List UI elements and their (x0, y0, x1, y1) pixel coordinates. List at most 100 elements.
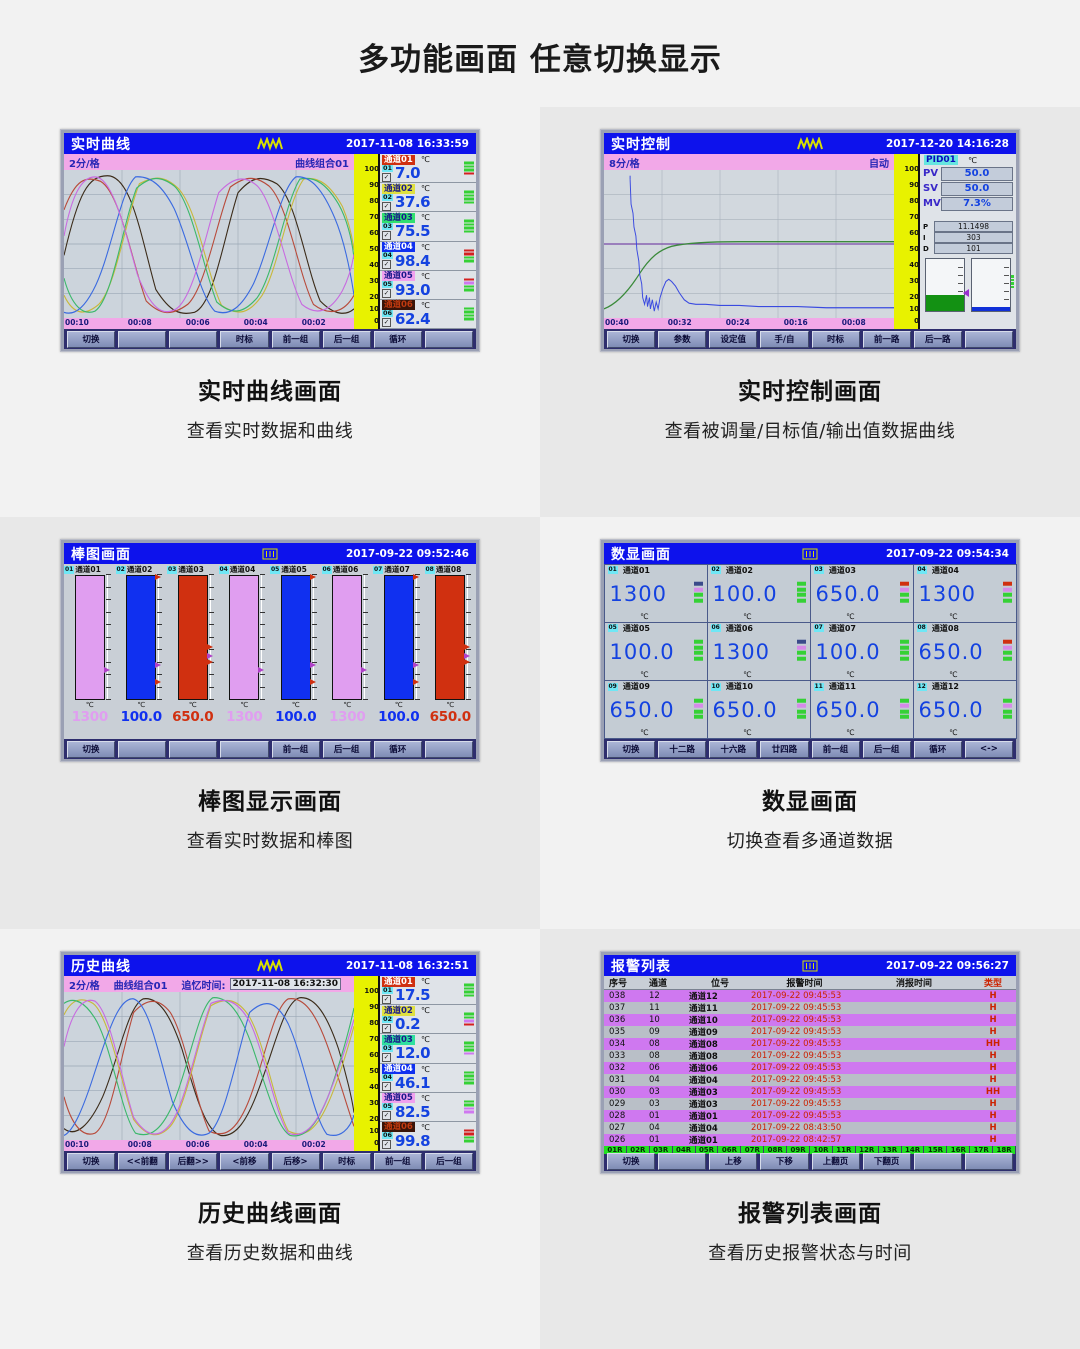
table-row[interactable]: 036 10 通道10 2017-09-22 09:45:53 H (604, 1014, 1016, 1026)
toolbar-button-后翻>>[interactable]: 后翻>> (169, 1152, 218, 1170)
channel-checkbox[interactable]: ✓ (382, 172, 391, 182)
relay-tag[interactable]: 11R (832, 1146, 856, 1154)
channel-checkbox[interactable]: ✓ (382, 1082, 391, 1092)
bar-column[interactable]: ℃ 1300 (219, 574, 271, 737)
bar-column[interactable]: ℃ 1300 (322, 574, 374, 737)
toolbar-button-前一组[interactable]: 前一组 (373, 1152, 422, 1170)
pid-value[interactable]: 7.3% (941, 196, 1013, 211)
table-row[interactable]: 030 03 通道03 2017-09-22 09:45:53 HH (604, 1086, 1016, 1098)
channel-checkbox[interactable]: ✓ (382, 260, 391, 270)
relay-tag[interactable]: 03R (649, 1146, 673, 1154)
toolbar-button-后移>[interactable]: 后移> (271, 1152, 320, 1170)
table-row[interactable]: 028 01 通道01 2017-09-22 09:45:53 H (604, 1110, 1016, 1122)
toolbar-button-切换[interactable]: 切换 (607, 1152, 656, 1170)
toolbar-button-切换[interactable]: 切换 (607, 740, 656, 758)
table-row[interactable]: 031 04 通道04 2017-09-22 09:45:53 H (604, 1074, 1016, 1086)
toolbar-button-后一组[interactable]: 后一组 (862, 740, 911, 758)
toolbar-button-后一组[interactable]: 后一组 (424, 1152, 473, 1170)
toolbar-button-<前移[interactable]: <前移 (220, 1152, 269, 1170)
control-plot[interactable] (604, 170, 894, 318)
digital-cell[interactable]: 03 通道03 650.0 ℃ (809, 563, 914, 623)
curve-plot[interactable] (64, 992, 354, 1140)
toolbar-button-前一组[interactable]: 前一组 (271, 740, 320, 758)
bar-column[interactable]: ℃ 650.0 (425, 574, 477, 737)
channel-checkbox[interactable]: ✓ (382, 1140, 391, 1150)
toolbar-button-参数[interactable]: 参数 (658, 330, 707, 348)
toolbar-button-empty[interactable] (964, 330, 1013, 348)
digital-cell[interactable]: 05 通道05 100.0 ℃ (603, 621, 708, 682)
digital-cell[interactable]: 01 通道01 1300 ℃ (603, 563, 708, 623)
channel-row[interactable]: 通道01 ℃ 01 ✓ 17.5 (380, 976, 476, 1006)
toolbar-button-empty[interactable] (118, 330, 167, 348)
toolbar-button-循环[interactable]: 循环 (913, 740, 962, 758)
toolbar-button-empty[interactable] (118, 740, 167, 758)
table-row[interactable]: 037 11 通道11 2017-09-22 09:45:53 H (604, 1002, 1016, 1014)
relay-tag[interactable]: 02R (626, 1146, 650, 1154)
param-value[interactable]: 101 (934, 243, 1013, 254)
toolbar-button-empty[interactable] (964, 1152, 1013, 1170)
channel-checkbox[interactable]: ✓ (382, 201, 391, 211)
digital-cell[interactable]: 08 通道08 650.0 ℃ (912, 621, 1017, 682)
toolbar-button-手/自[interactable]: 手/自 (760, 330, 809, 348)
table-row[interactable]: 034 08 通道08 2017-09-22 09:45:53 HH (604, 1038, 1016, 1050)
table-row[interactable]: 038 12 通道12 2017-09-22 09:45:53 H (604, 990, 1016, 1002)
relay-tag[interactable]: 07R (741, 1146, 765, 1154)
table-row[interactable]: 032 06 通道06 2017-09-22 09:45:53 H (604, 1062, 1016, 1074)
channel-checkbox[interactable]: ✓ (382, 1111, 391, 1121)
digital-cell[interactable]: 06 通道06 1300 ℃ (706, 621, 811, 682)
relay-tag[interactable]: 13R (878, 1146, 902, 1154)
channel-checkbox[interactable]: ✓ (382, 230, 391, 240)
toolbar-button-十六路[interactable]: 十六路 (709, 740, 758, 758)
digital-cell[interactable]: 04 通道04 1300 ℃ (912, 563, 1017, 623)
channel-checkbox[interactable]: ✓ (382, 1052, 391, 1062)
relay-tag[interactable]: 04R (672, 1146, 696, 1154)
channel-row[interactable]: 通道06 ℃ 06 ✓ 99.8 (380, 1122, 476, 1152)
curve-plot[interactable] (64, 170, 354, 318)
toolbar-button-后一组[interactable]: 后一组 (322, 740, 371, 758)
toolbar-button-<<前翻[interactable]: <<前翻 (118, 1152, 167, 1170)
toolbar-button-切换[interactable]: 切换 (67, 740, 116, 758)
channel-row[interactable]: 通道05 ℃ 05 ✓ 82.5 (380, 1093, 476, 1122)
bar-column[interactable]: ℃ 650.0 (167, 574, 219, 737)
toolbar-button-empty[interactable] (658, 1152, 707, 1170)
channel-checkbox[interactable]: ✓ (382, 994, 391, 1004)
toolbar-button-前一组[interactable]: 前一组 (811, 740, 860, 758)
digital-cell[interactable]: 11 通道11 650.0 ℃ (809, 680, 914, 740)
pid-value[interactable]: 50.0 (941, 181, 1013, 196)
toolbar-button-切换[interactable]: 切换 (607, 330, 656, 348)
channel-row[interactable]: 通道05 ℃ 05 ✓ 93.0 (380, 271, 476, 300)
channel-checkbox[interactable]: ✓ (382, 318, 391, 328)
toolbar-button-下翻页[interactable]: 下翻页 (862, 1152, 911, 1170)
toolbar-button-empty[interactable] (169, 740, 218, 758)
toolbar-button-循环[interactable]: 循环 (373, 330, 422, 348)
recall-time-field[interactable]: 2017-11-08 16:32:30 (229, 978, 342, 990)
toolbar-button-empty[interactable] (169, 330, 218, 348)
toolbar-button-循环[interactable]: 循环 (373, 740, 422, 758)
relay-tag[interactable]: 05R (695, 1146, 719, 1154)
bar-column[interactable]: ℃ 100.0 (270, 574, 322, 737)
channel-row[interactable]: 通道01 ℃ 01 ✓ 7.0 (380, 154, 476, 184)
toolbar-button-十二路[interactable]: 十二路 (658, 740, 707, 758)
toolbar-button-前一组[interactable]: 前一组 (271, 330, 320, 348)
digital-cell[interactable]: 09 通道09 650.0 ℃ (603, 680, 708, 740)
table-row[interactable]: 029 03 通道03 2017-09-22 09:45:53 H (604, 1098, 1016, 1110)
toolbar-button-时标[interactable]: 时标 (220, 330, 269, 348)
channel-row[interactable]: 通道06 ℃ 06 ✓ 62.4 (380, 300, 476, 330)
toolbar-button-下移[interactable]: 下移 (760, 1152, 809, 1170)
digital-cell[interactable]: 12 通道12 650.0 ℃ (912, 680, 1017, 740)
toolbar-button-切换[interactable]: 切换 (67, 1152, 116, 1170)
relay-tag[interactable]: 15R (924, 1146, 948, 1154)
table-row[interactable]: 026 01 通道01 2017-09-22 08:42:57 H (604, 1134, 1016, 1146)
toolbar-button-<->[interactable]: <-> (964, 740, 1013, 758)
toolbar-button-empty[interactable] (424, 330, 473, 348)
table-row[interactable]: 027 04 通道04 2017-09-22 08:43:50 H (604, 1122, 1016, 1134)
digital-cell[interactable]: 07 通道07 100.0 ℃ (809, 621, 914, 682)
toolbar-button-切换[interactable]: 切换 (67, 330, 116, 348)
channel-row[interactable]: 通道04 ℃ 04 ✓ 98.4 (380, 242, 476, 271)
param-value[interactable]: 11.1498 (934, 221, 1013, 232)
channel-checkbox[interactable]: ✓ (382, 1023, 391, 1033)
digital-cell[interactable]: 10 通道10 650.0 ℃ (706, 680, 811, 740)
relay-tag[interactable]: 14R (901, 1146, 925, 1154)
relay-tag[interactable]: 01R (604, 1146, 627, 1154)
toolbar-button-时标[interactable]: 时标 (811, 330, 860, 348)
